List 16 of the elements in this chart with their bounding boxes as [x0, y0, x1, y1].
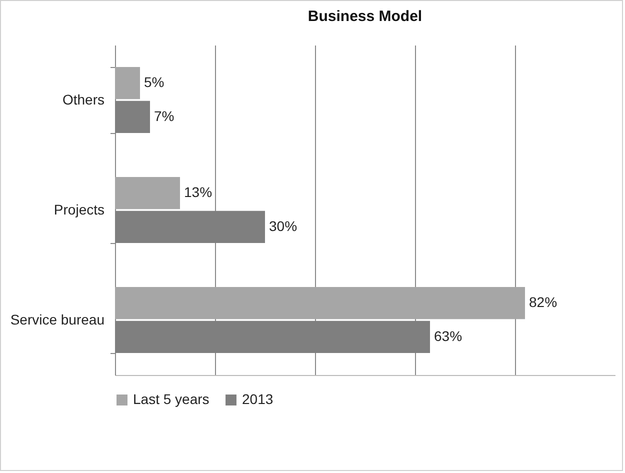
bar: [115, 287, 525, 320]
bar: [115, 100, 150, 133]
data-label: 63%: [434, 328, 462, 344]
data-label: 5%: [144, 74, 164, 90]
chart-title: Business Model: [308, 8, 422, 25]
data-label: 82%: [529, 294, 558, 310]
y-tick-label: Others: [62, 92, 104, 108]
data-label: 13%: [184, 184, 212, 200]
y-tick-label: Projects: [54, 202, 104, 218]
data-label: 7%: [154, 108, 174, 124]
data-label: 30%: [269, 218, 298, 234]
bar: [115, 67, 140, 100]
legend-label: 2013: [242, 391, 274, 407]
legend-label: Last 5 years: [133, 391, 210, 407]
y-tick-label: Service bureau: [10, 312, 104, 328]
bar: [115, 177, 180, 210]
